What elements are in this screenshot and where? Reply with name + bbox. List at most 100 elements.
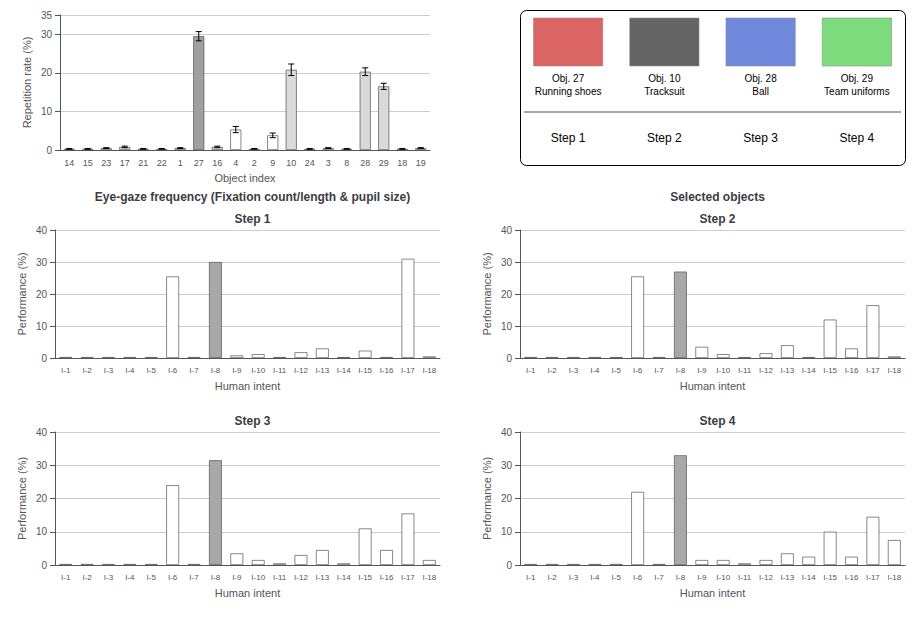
svg-text:I-16: I-16 (845, 573, 859, 582)
svg-text:Human intent: Human intent (215, 587, 280, 599)
svg-text:10: 10 (36, 321, 48, 332)
svg-text:I-7: I-7 (189, 366, 199, 375)
svg-text:20: 20 (501, 493, 513, 504)
svg-text:I-13: I-13 (780, 573, 794, 582)
svg-text:I-9: I-9 (697, 573, 707, 582)
svg-text:I-12: I-12 (759, 366, 773, 375)
svg-text:I-11: I-11 (738, 573, 752, 582)
svg-text:Performance (%): Performance (%) (481, 252, 493, 335)
svg-text:I-8: I-8 (211, 573, 221, 582)
svg-text:I-8: I-8 (676, 573, 686, 582)
svg-text:Team uniforms: Team uniforms (824, 86, 890, 97)
svg-text:I-5: I-5 (147, 366, 157, 375)
svg-text:0: 0 (41, 560, 47, 571)
svg-text:I-18: I-18 (422, 366, 436, 375)
svg-text:I-12: I-12 (759, 573, 773, 582)
svg-text:I-15: I-15 (823, 573, 837, 582)
svg-text:I-6: I-6 (633, 366, 643, 375)
svg-text:40: 40 (36, 225, 48, 236)
svg-text:I-17: I-17 (866, 366, 880, 375)
svg-text:21: 21 (138, 158, 148, 168)
svg-text:Human intent: Human intent (680, 380, 745, 392)
svg-text:0: 0 (46, 145, 52, 156)
svg-text:I-14: I-14 (337, 573, 351, 582)
svg-text:I-11: I-11 (273, 366, 287, 375)
svg-text:I-15: I-15 (358, 366, 372, 375)
svg-text:Eye-gaze frequency (Fixation c: Eye-gaze frequency (Fixation count/lengt… (95, 190, 410, 204)
svg-text:23: 23 (101, 158, 111, 168)
svg-text:Human intent: Human intent (215, 380, 280, 392)
svg-text:I-18: I-18 (887, 366, 901, 375)
svg-text:I-18: I-18 (422, 573, 436, 582)
svg-text:I-12: I-12 (294, 366, 308, 375)
svg-text:Obj. 29: Obj. 29 (841, 73, 874, 84)
svg-text:27: 27 (194, 158, 204, 168)
svg-text:I-3: I-3 (104, 366, 114, 375)
svg-text:I-16: I-16 (380, 573, 394, 582)
svg-text:Step 1: Step 1 (234, 212, 270, 226)
svg-text:Obj. 28: Obj. 28 (745, 73, 778, 84)
svg-text:0: 0 (41, 353, 47, 364)
svg-text:9: 9 (270, 158, 275, 168)
svg-text:I-9: I-9 (232, 573, 242, 582)
svg-text:Performance (%): Performance (%) (481, 457, 493, 540)
svg-text:22: 22 (157, 158, 167, 168)
svg-text:I-14: I-14 (802, 573, 816, 582)
svg-text:Step 1: Step 1 (551, 131, 586, 145)
svg-text:Ball: Ball (752, 86, 769, 97)
svg-text:Step 4: Step 4 (699, 414, 735, 428)
svg-text:40: 40 (36, 427, 48, 438)
svg-text:I-14: I-14 (802, 366, 816, 375)
svg-text:I-7: I-7 (654, 366, 664, 375)
svg-text:8: 8 (344, 158, 349, 168)
svg-text:Step 4: Step 4 (840, 131, 875, 145)
svg-text:I-13: I-13 (315, 573, 329, 582)
svg-text:I-5: I-5 (147, 573, 157, 582)
svg-text:29: 29 (379, 158, 389, 168)
svg-text:Obj. 27: Obj. 27 (552, 73, 585, 84)
svg-text:30: 30 (36, 460, 48, 471)
svg-text:I-1: I-1 (61, 366, 71, 375)
svg-text:I-7: I-7 (654, 573, 664, 582)
svg-text:10: 10 (501, 321, 513, 332)
svg-text:20: 20 (36, 289, 48, 300)
svg-text:30: 30 (41, 29, 53, 40)
svg-text:I-17: I-17 (401, 366, 415, 375)
svg-text:Selected objects: Selected objects (670, 190, 765, 204)
svg-text:Step 3: Step 3 (743, 131, 778, 145)
svg-text:30: 30 (501, 257, 513, 268)
svg-text:Running shoes: Running shoes (535, 86, 602, 97)
svg-text:I-9: I-9 (697, 366, 707, 375)
svg-text:30: 30 (501, 460, 513, 471)
svg-text:Performance (%): Performance (%) (16, 252, 28, 335)
svg-text:24: 24 (305, 158, 315, 168)
svg-text:I-4: I-4 (125, 366, 135, 375)
svg-text:20: 20 (501, 289, 513, 300)
svg-text:I-10: I-10 (716, 573, 730, 582)
svg-text:I-1: I-1 (526, 366, 536, 375)
svg-text:Performance (%): Performance (%) (16, 457, 28, 540)
svg-text:Step 3: Step 3 (234, 414, 270, 428)
svg-text:1: 1 (178, 158, 183, 168)
svg-text:20: 20 (36, 493, 48, 504)
svg-text:Tracksuit: Tracksuit (644, 86, 684, 97)
svg-text:I-15: I-15 (358, 573, 372, 582)
svg-text:I-12: I-12 (294, 573, 308, 582)
svg-text:I-8: I-8 (211, 366, 221, 375)
svg-text:I-16: I-16 (380, 366, 394, 375)
svg-text:16: 16 (212, 158, 222, 168)
svg-text:I-7: I-7 (189, 573, 199, 582)
svg-text:Repetition rate (%): Repetition rate (%) (21, 37, 33, 129)
svg-text:I-1: I-1 (61, 573, 71, 582)
svg-text:I-10: I-10 (716, 366, 730, 375)
svg-text:14: 14 (64, 158, 74, 168)
svg-text:I-8: I-8 (676, 366, 686, 375)
svg-text:I-17: I-17 (401, 573, 415, 582)
svg-text:Human intent: Human intent (680, 587, 745, 599)
svg-text:I-16: I-16 (845, 366, 859, 375)
svg-text:I-10: I-10 (251, 573, 265, 582)
svg-text:18: 18 (397, 158, 407, 168)
svg-text:10: 10 (501, 526, 513, 537)
svg-text:I-1: I-1 (526, 573, 536, 582)
svg-text:30: 30 (36, 257, 48, 268)
